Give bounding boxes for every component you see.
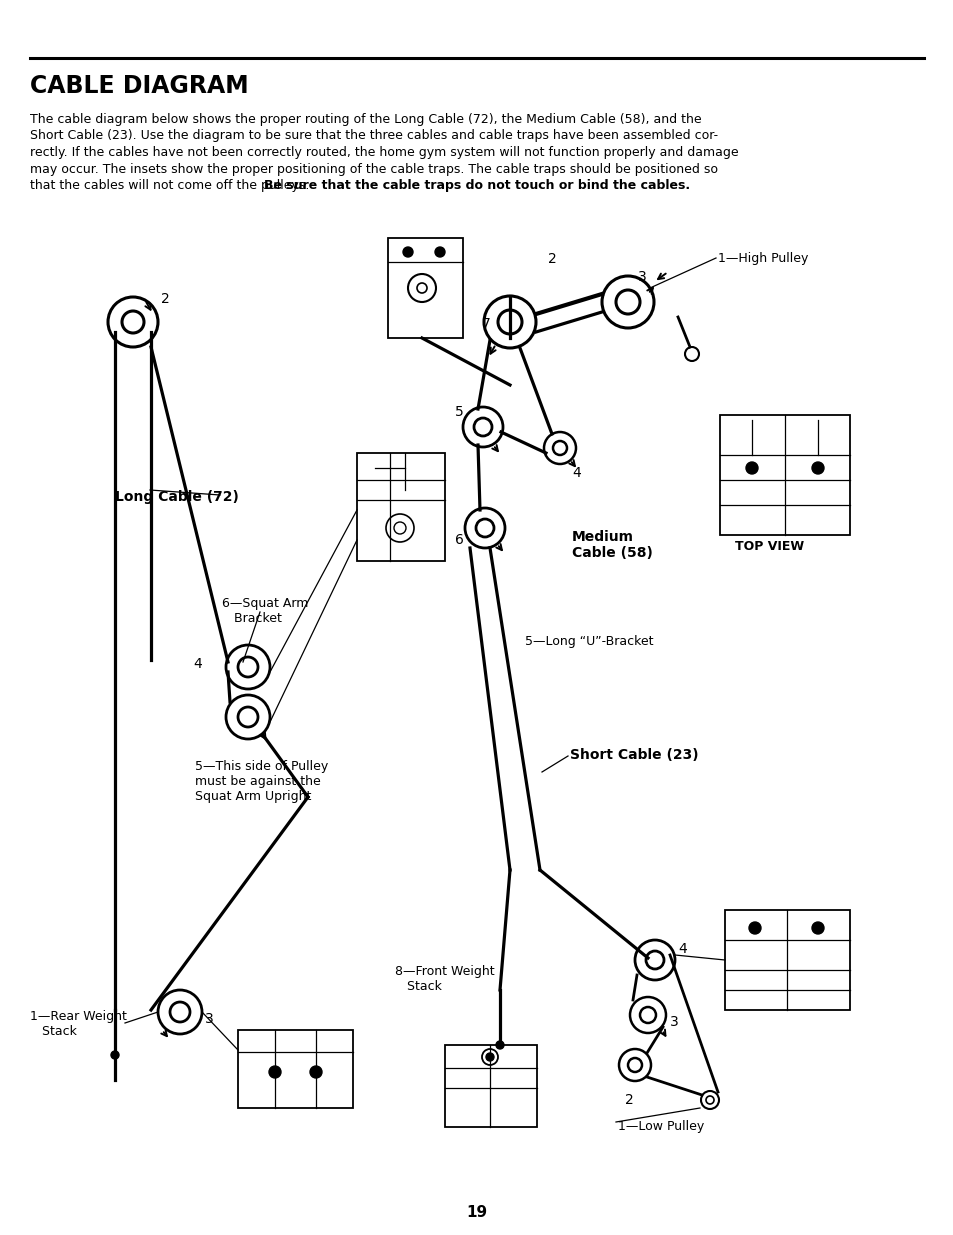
- Text: TOP VIEW: TOP VIEW: [734, 540, 803, 553]
- Text: 3: 3: [669, 1015, 678, 1029]
- Text: 1—Rear Weight
   Stack: 1—Rear Weight Stack: [30, 1010, 127, 1037]
- Bar: [388, 238, 462, 338]
- Text: Be sure that the cable traps do not touch or bind the cables.: Be sure that the cable traps do not touc…: [264, 179, 689, 191]
- Text: 2: 2: [547, 252, 557, 266]
- Circle shape: [435, 247, 444, 257]
- Text: 3: 3: [638, 270, 646, 284]
- Text: 19: 19: [466, 1205, 487, 1220]
- Circle shape: [485, 1053, 494, 1061]
- Text: Medium
Cable (58): Medium Cable (58): [572, 530, 652, 561]
- Text: 5—This side of Pulley
must be against the
Squat Arm Upright: 5—This side of Pulley must be against th…: [194, 760, 328, 803]
- Text: CABLE DIAGRAM: CABLE DIAGRAM: [30, 74, 249, 98]
- Text: 1—High Pulley: 1—High Pulley: [718, 252, 807, 266]
- Text: 4: 4: [572, 466, 580, 480]
- Bar: [444, 1045, 537, 1128]
- Text: The cable diagram below shows the proper routing of the Long Cable (72), the Med: The cable diagram below shows the proper…: [30, 112, 700, 126]
- Text: 6: 6: [455, 534, 463, 547]
- Circle shape: [111, 1051, 119, 1058]
- Bar: [724, 910, 849, 1010]
- Text: Long Cable (72): Long Cable (72): [115, 490, 238, 504]
- Text: 3: 3: [205, 1011, 213, 1026]
- Text: Short Cable (23): Short Cable (23): [569, 748, 698, 762]
- Text: 1—Low Pulley: 1—Low Pulley: [618, 1120, 703, 1132]
- Circle shape: [811, 462, 823, 474]
- Text: 4: 4: [678, 942, 686, 956]
- Bar: [237, 1030, 353, 1108]
- Text: rectly. If the cables have not been correctly routed, the home gym system will n: rectly. If the cables have not been corr…: [30, 146, 738, 159]
- Text: that the cables will not come off the pulleys.: that the cables will not come off the pu…: [30, 179, 313, 191]
- Text: 6—Squat Arm
   Bracket: 6—Squat Arm Bracket: [222, 597, 308, 625]
- Text: 2: 2: [624, 1093, 633, 1107]
- Circle shape: [748, 923, 760, 934]
- Circle shape: [811, 923, 823, 934]
- Circle shape: [402, 247, 413, 257]
- Circle shape: [745, 462, 758, 474]
- Text: 7: 7: [481, 317, 490, 331]
- Text: 2: 2: [161, 291, 170, 306]
- Circle shape: [310, 1066, 322, 1078]
- Text: Short Cable (23). Use the diagram to be sure that the three cables and cable tra: Short Cable (23). Use the diagram to be …: [30, 130, 718, 142]
- Circle shape: [269, 1066, 281, 1078]
- Text: 8—Front Weight
   Stack: 8—Front Weight Stack: [395, 965, 494, 993]
- Bar: [356, 453, 444, 561]
- Text: 5—Long “U”-Bracket: 5—Long “U”-Bracket: [524, 635, 653, 648]
- Bar: [720, 415, 849, 535]
- Text: 4: 4: [193, 657, 201, 671]
- Text: may occur. The insets show the proper positioning of the cable traps. The cable : may occur. The insets show the proper po…: [30, 163, 718, 175]
- Text: 5: 5: [455, 405, 463, 419]
- Circle shape: [496, 1041, 503, 1049]
